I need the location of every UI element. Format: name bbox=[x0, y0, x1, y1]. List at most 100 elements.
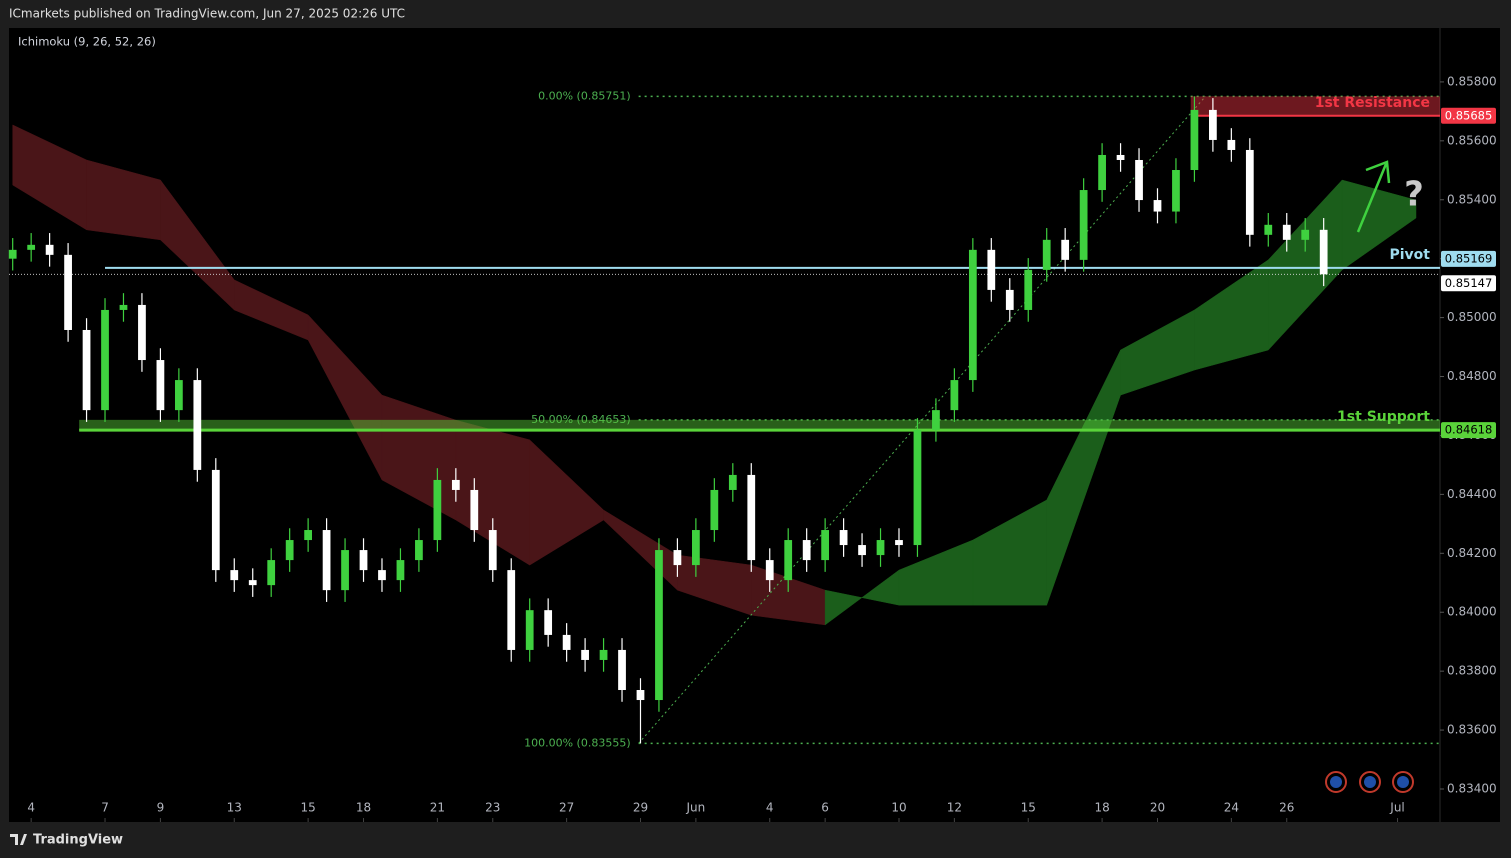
fib-trendline bbox=[638, 96, 1206, 744]
candle-body bbox=[728, 474, 737, 490]
candle-body bbox=[45, 244, 54, 255]
indicator-label: Ichimoku (9, 26, 52, 26) bbox=[18, 35, 156, 49]
price-tag-label: 0.85147 bbox=[1445, 276, 1493, 290]
candle-body bbox=[1079, 190, 1088, 260]
brand-name: TradingView bbox=[33, 833, 123, 848]
candle-body bbox=[341, 550, 349, 591]
candle-body bbox=[895, 540, 903, 546]
price-tag-label: 0.85169 bbox=[1445, 251, 1493, 265]
x-tick-label: 6 bbox=[821, 801, 829, 815]
candle-body bbox=[433, 479, 442, 541]
header: ICmarkets published on TradingView.com, … bbox=[9, 7, 405, 21]
candle-body bbox=[156, 360, 165, 411]
x-tick-label: 4 bbox=[27, 801, 35, 815]
annotations: ? bbox=[1356, 160, 1424, 233]
candle-body bbox=[1153, 200, 1162, 212]
candle-body bbox=[655, 550, 663, 701]
candle-body bbox=[1135, 159, 1143, 201]
candle-body bbox=[8, 249, 17, 259]
level-label: 1st Resistance bbox=[1315, 95, 1430, 111]
candle-body bbox=[1227, 139, 1236, 150]
candle-body bbox=[544, 610, 553, 635]
candle-body bbox=[710, 489, 719, 531]
candle-body bbox=[322, 530, 331, 591]
level-label: Pivot bbox=[1390, 247, 1431, 263]
candle-body bbox=[858, 545, 866, 556]
candle-body bbox=[304, 530, 313, 541]
brand-logo bbox=[10, 834, 27, 845]
candle-body bbox=[599, 649, 608, 660]
candle-body bbox=[378, 570, 386, 581]
candle-body bbox=[1245, 149, 1254, 235]
candle-body bbox=[1172, 170, 1180, 212]
candle-body bbox=[821, 530, 830, 561]
candle-body bbox=[1116, 154, 1125, 160]
y-tick-label: 0.84400 bbox=[1447, 487, 1497, 501]
x-tick-label: 26 bbox=[1279, 801, 1294, 815]
candle-body bbox=[1098, 154, 1106, 191]
candle-body bbox=[451, 479, 460, 490]
y-tick-label: 0.85800 bbox=[1447, 74, 1497, 88]
price-tag bbox=[1441, 275, 1496, 292]
icon bbox=[1359, 771, 1381, 793]
levels: 0.00% (0.85751) 50.00% (0.84653) 100.00% (… bbox=[9, 89, 1440, 749]
y-tick-label: 0.85000 bbox=[1447, 310, 1497, 324]
candle-body bbox=[913, 429, 922, 546]
candle-body bbox=[267, 560, 276, 586]
y-tick-label: 0.84200 bbox=[1447, 546, 1497, 560]
question-mark: ? bbox=[1404, 175, 1424, 215]
candle-body bbox=[119, 304, 128, 310]
candle-body bbox=[1264, 224, 1273, 235]
candle-body bbox=[230, 570, 239, 581]
candle-body bbox=[618, 649, 626, 691]
x-tick-label: 18 bbox=[1094, 801, 1109, 815]
icon bbox=[1330, 776, 1342, 788]
candle-body bbox=[525, 610, 534, 650]
icon bbox=[1325, 771, 1347, 793]
x-tick-label: 15 bbox=[300, 801, 315, 815]
x-tick-label: Jul bbox=[1389, 801, 1404, 815]
candle-body bbox=[932, 410, 940, 430]
x-tick-label: 9 bbox=[157, 801, 165, 815]
candle-body bbox=[765, 560, 774, 581]
y-tick-label: 0.83400 bbox=[1447, 782, 1497, 796]
candle-body bbox=[211, 469, 220, 571]
price-tag bbox=[1441, 250, 1496, 267]
candle-body bbox=[82, 329, 91, 411]
candle-body bbox=[1005, 289, 1014, 310]
candle-body bbox=[470, 489, 479, 531]
price-tag bbox=[1441, 107, 1496, 124]
candle-body bbox=[138, 304, 146, 361]
candle-body bbox=[1301, 229, 1310, 240]
candle-body bbox=[950, 380, 959, 411]
candles bbox=[8, 96, 1328, 744]
x-tick-label: 10 bbox=[891, 801, 906, 815]
x-tick-label: 15 bbox=[1021, 801, 1036, 815]
candle-body bbox=[488, 530, 497, 571]
candle-body bbox=[396, 560, 405, 581]
level-zone bbox=[1190, 96, 1440, 116]
x-tick-label: 23 bbox=[485, 801, 500, 815]
candle-body bbox=[636, 690, 645, 701]
candle-body bbox=[1042, 239, 1051, 270]
toolbar-icons bbox=[1325, 771, 1414, 793]
y-tick-label: 0.83800 bbox=[1447, 664, 1497, 678]
candle-body bbox=[1190, 109, 1199, 171]
candle-body bbox=[64, 254, 72, 330]
fib-label: 0.00% (0.85751) bbox=[538, 89, 631, 102]
candle-body bbox=[1209, 109, 1217, 140]
y-tick-label: 0.84000 bbox=[1447, 605, 1497, 619]
fib-label: 100.00% (0.83555) bbox=[524, 736, 631, 749]
level-zone bbox=[79, 419, 1440, 431]
x-tick-label: 29 bbox=[633, 801, 648, 815]
candle-body bbox=[1024, 269, 1033, 310]
candle-body bbox=[839, 530, 848, 546]
fib-label: 50.00% (0.84653) bbox=[531, 413, 631, 426]
y-tick-label: 0.85400 bbox=[1447, 192, 1497, 206]
x-tick-label: 24 bbox=[1224, 801, 1239, 815]
candle-body bbox=[747, 474, 756, 561]
candle-body bbox=[784, 540, 793, 581]
candle-body bbox=[562, 634, 571, 650]
